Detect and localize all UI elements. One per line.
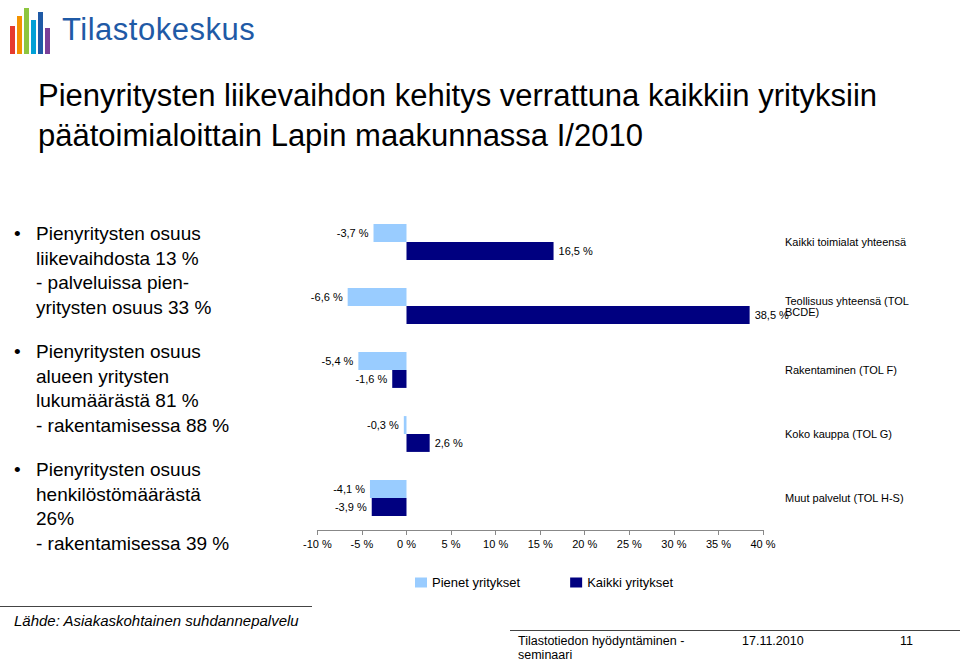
svg-text:38,5 %: 38,5 % (755, 309, 789, 321)
html-text:Pienyritysten osuus: Pienyritysten osuus (36, 341, 201, 362)
svg-text:15 %: 15 % (528, 538, 553, 550)
svg-text:Kaikki yritykset: Kaikki yritykset (587, 575, 673, 590)
html-text:Tilastotiedon hyödyntäminen -: Tilastotiedon hyödyntäminen - seminaari (518, 634, 685, 661)
html-text:11: 11 (900, 634, 913, 648)
html-text:lukumäärästä 81 %: lukumäärästä 81 % (36, 390, 199, 411)
svg-text:-5,4 %: -5,4 % (322, 355, 354, 367)
svg-text:30 %: 30 % (661, 538, 686, 550)
svg-text:Kaikki toimialat yhteensä: Kaikki toimialat yhteensä (785, 236, 907, 248)
html-text:henkilöstömäärästä: henkilöstömäärästä (36, 483, 201, 505)
svg-text:-4,1 %: -4,1 % (333, 483, 365, 495)
html-text:yritysten osuus 33 %: yritysten osuus 33 % (36, 296, 212, 318)
svg-text:25 %: 25 % (617, 538, 642, 550)
svg-text:BCDE): BCDE) (785, 306, 819, 318)
html-text:liikevaihdosta 13 %: liikevaihdosta 13 % (36, 247, 199, 269)
html-text:Lähde: Asiakaskohtainen suhdan: Lähde: Asiakaskohtainen suhdannepalvelu (14, 612, 299, 629)
svg-text:0 %: 0 % (397, 538, 416, 550)
svg-text:5 %: 5 % (442, 538, 461, 550)
html-text:Pienyritysten osuus: Pienyritysten osuus (36, 223, 201, 244)
svg-text:-3,9 %: -3,9 % (335, 501, 367, 513)
svg-text:-5 %: -5 % (351, 538, 374, 550)
svg-text:2,6 %: 2,6 % (435, 437, 463, 449)
html-text:alueen yritysten: alueen yritysten (36, 365, 170, 387)
svg-text:-3,7 %: -3,7 % (337, 227, 369, 239)
svg-text:Koko kauppa (TOL G): Koko kauppa (TOL G) (785, 428, 892, 440)
html-text:Pienyritysten osuus: Pienyritysten osuus (36, 459, 201, 480)
html-text:17.11.2010: 17.11.2010 (742, 634, 804, 648)
html-text:26%: 26% (36, 508, 74, 529)
svg-text:40 %: 40 % (750, 538, 775, 550)
html-text:Tilastokeskus: Tilastokeskus (62, 12, 256, 47)
svg-text:-10 %: -10 % (303, 538, 332, 550)
svg-text:Teollisuus yhteensä (TOL: Teollisuus yhteensä (TOL (785, 294, 912, 307)
svg-text:-0,3 %: -0,3 % (367, 419, 399, 431)
svg-text:-6,6 %: -6,6 % (311, 291, 343, 303)
svg-text:10 %: 10 % (483, 538, 508, 550)
html-text:- rakentamisessa 88 %: - rakentamisessa 88 % (36, 414, 230, 436)
svg-text:35 %: 35 % (706, 538, 731, 550)
html-text:- palveluissa pien-: - palveluissa pien- (36, 272, 190, 293)
svg-text:Pienet yritykset: Pienet yritykset (432, 575, 521, 590)
svg-text:16,5 %: 16,5 % (559, 245, 593, 257)
svg-text:-1,6 %: -1,6 % (355, 373, 387, 385)
svg-text:Muut palvelut (TOL H-S): Muut palvelut (TOL H-S) (785, 492, 904, 504)
html-text:Pienyritysten liikevaihdon keh: Pienyritysten liikevaihdon kehitys verra… (38, 78, 878, 153)
svg-text:Rakentaminen (TOL F): Rakentaminen (TOL F) (785, 364, 897, 376)
svg-text:20 %: 20 % (572, 538, 597, 550)
html-text:- rakentamisessa 39 %: - rakentamisessa 39 % (36, 532, 230, 554)
